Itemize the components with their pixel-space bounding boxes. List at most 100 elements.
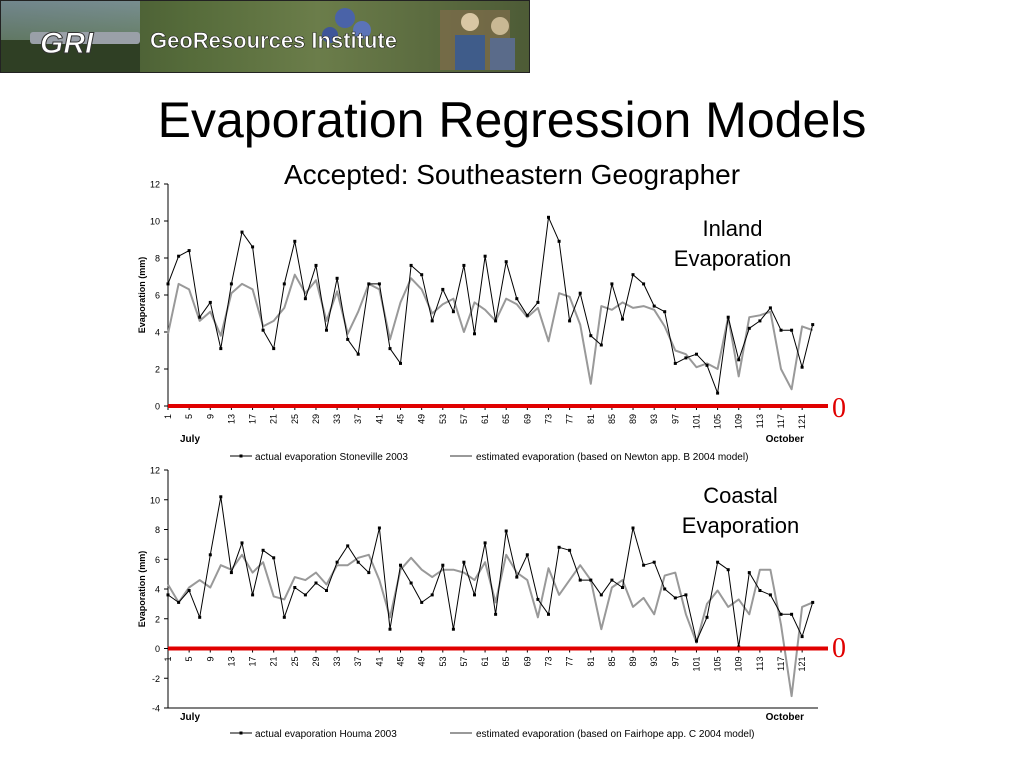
inland-actual-point <box>409 263 413 267</box>
inland-actual-point <box>768 306 772 310</box>
coastal-actual-point <box>187 589 191 592</box>
coastal-actual-point <box>314 581 318 585</box>
coastal-actual-point <box>473 593 476 597</box>
inland-actual-point <box>811 323 815 327</box>
banner: GRI GeoResources Institute <box>0 0 530 73</box>
coastal-actual-point <box>673 596 677 600</box>
coastal-x-tick-label: 73 <box>543 657 553 667</box>
inland-period-start: July <box>180 434 200 445</box>
coastal-y-tick-label: 0 <box>155 644 160 654</box>
inland-actual-point <box>663 310 667 314</box>
inland-x-tick-label: 33 <box>332 414 342 424</box>
coastal-x-tick-label: 81 <box>586 657 596 667</box>
inland-y-tick-label: 10 <box>150 217 160 227</box>
inland-actual-point <box>325 328 328 332</box>
coastal-x-tick-label: 89 <box>628 657 638 667</box>
coastal-actual-point <box>716 560 720 564</box>
inland-x-tick-label: 105 <box>713 414 723 429</box>
inland-x-tick-label: 109 <box>734 414 744 429</box>
coastal-actual-point <box>758 589 762 592</box>
inland-actual-point <box>737 358 741 362</box>
coastal-legend-actual-label: actual evaporation Houma 2003 <box>255 729 397 740</box>
coastal-x-tick-label: 101 <box>691 657 701 672</box>
coastal-x-tick-label: 121 <box>797 657 807 672</box>
inland-actual-point <box>547 215 550 219</box>
inland-actual-point <box>272 347 276 351</box>
coastal-legend-actual-marker <box>239 731 243 735</box>
inland-annotation: Inland Evaporation <box>650 214 815 274</box>
inland-actual-point <box>779 328 783 332</box>
inland-y-tick-label: 4 <box>155 328 160 338</box>
inland-actual-point <box>631 273 635 277</box>
inland-actual-point <box>536 300 540 304</box>
inland-x-tick-label: 29 <box>311 414 321 424</box>
inland-actual-point <box>621 317 624 321</box>
coastal-x-tick-label: 57 <box>459 657 469 667</box>
coastal-x-tick-label: 69 <box>522 657 532 667</box>
coastal-actual-point <box>547 612 550 616</box>
coastal-actual-point <box>494 612 498 616</box>
coastal-x-tick-label: 113 <box>755 657 765 671</box>
coastal-y-tick-label: 12 <box>150 466 160 476</box>
coastal-annotation-line1: Coastal <box>703 483 778 508</box>
coastal-actual-point <box>303 593 307 597</box>
coastal-actual-point <box>346 544 350 548</box>
inland-period-end: October <box>766 434 804 445</box>
inland-actual-point <box>208 300 212 304</box>
coastal-x-tick-label: 45 <box>396 657 406 667</box>
inland-x-tick-label: 113 <box>755 414 765 428</box>
inland-actual-point <box>483 254 487 258</box>
coastal-actual-point <box>399 563 402 567</box>
coastal-actual-point <box>198 615 202 619</box>
coastal-evaporation-chart: -4 -2 0 2 4 6 8 10 12 Evaporation (mm) 1 5 9 13 17 21 25… <box>137 466 828 740</box>
coastal-x-tick-label: 53 <box>438 657 448 667</box>
coastal-actual-point <box>790 612 794 616</box>
inland-actual-point <box>800 365 804 369</box>
inland-actual-point <box>589 334 593 338</box>
coastal-actual-point <box>293 586 297 589</box>
inland-y-tick-label: 12 <box>150 180 160 190</box>
coastal-actual-point <box>652 560 656 564</box>
inland-x-tick-label: 37 <box>353 414 363 424</box>
inland-actual-point <box>726 315 730 319</box>
slide-subtitle: Accepted: Southeastern Geographer <box>283 159 741 190</box>
coastal-actual-point <box>219 495 223 499</box>
coastal-x-tick-label: 49 <box>417 657 427 667</box>
coastal-x-tick-label: 85 <box>607 657 617 667</box>
logo-text: GRI <box>40 27 94 60</box>
coastal-x-tick-label: 41 <box>374 657 384 667</box>
coastal-actual-point <box>356 560 360 564</box>
inland-actual-point <box>166 282 170 286</box>
inland-x-tick-label: 5 <box>184 414 194 419</box>
coastal-x-tick-label: 61 <box>480 657 490 667</box>
inland-x-tick-label: 25 <box>290 414 300 424</box>
coastal-y-tick-label: 10 <box>150 495 160 505</box>
coastal-actual-point <box>335 560 339 564</box>
coastal-actual-point <box>409 581 413 585</box>
coastal-y-tick-label: 2 <box>155 614 160 624</box>
inland-actual-point <box>568 319 572 323</box>
coastal-actual-point <box>208 553 212 557</box>
coastal-actual-point <box>177 600 181 604</box>
inland-annotation-line2: Evaporation <box>673 246 792 271</box>
inland-actual-point <box>652 304 656 308</box>
inland-actual-point <box>198 315 202 319</box>
coastal-actual-point <box>695 639 698 643</box>
coastal-x-tick-label: 13 <box>226 657 236 667</box>
coastal-x-tick-label: 93 <box>649 657 659 667</box>
coastal-actual-point <box>388 627 392 631</box>
coastal-actual-point <box>420 600 424 604</box>
inland-x-tick-label: 49 <box>417 414 427 424</box>
inland-actual-point <box>673 361 677 365</box>
inland-annotation-line1: Inland <box>702 216 763 241</box>
coastal-actual-point <box>610 578 614 582</box>
inland-actual-point <box>473 332 476 336</box>
coastal-actual-point <box>800 635 804 639</box>
coastal-actual-point <box>811 600 815 604</box>
inland-actual-point <box>356 352 360 356</box>
coastal-y-tick-label: 8 <box>155 525 160 535</box>
coastal-annotation: Coastal Evaporation <box>658 481 823 541</box>
inland-legend-actual-label: actual evaporation Stoneville 2003 <box>255 452 408 463</box>
coastal-x-tick-label: 37 <box>353 657 363 667</box>
coastal-x-tick-label: 17 <box>248 657 258 667</box>
